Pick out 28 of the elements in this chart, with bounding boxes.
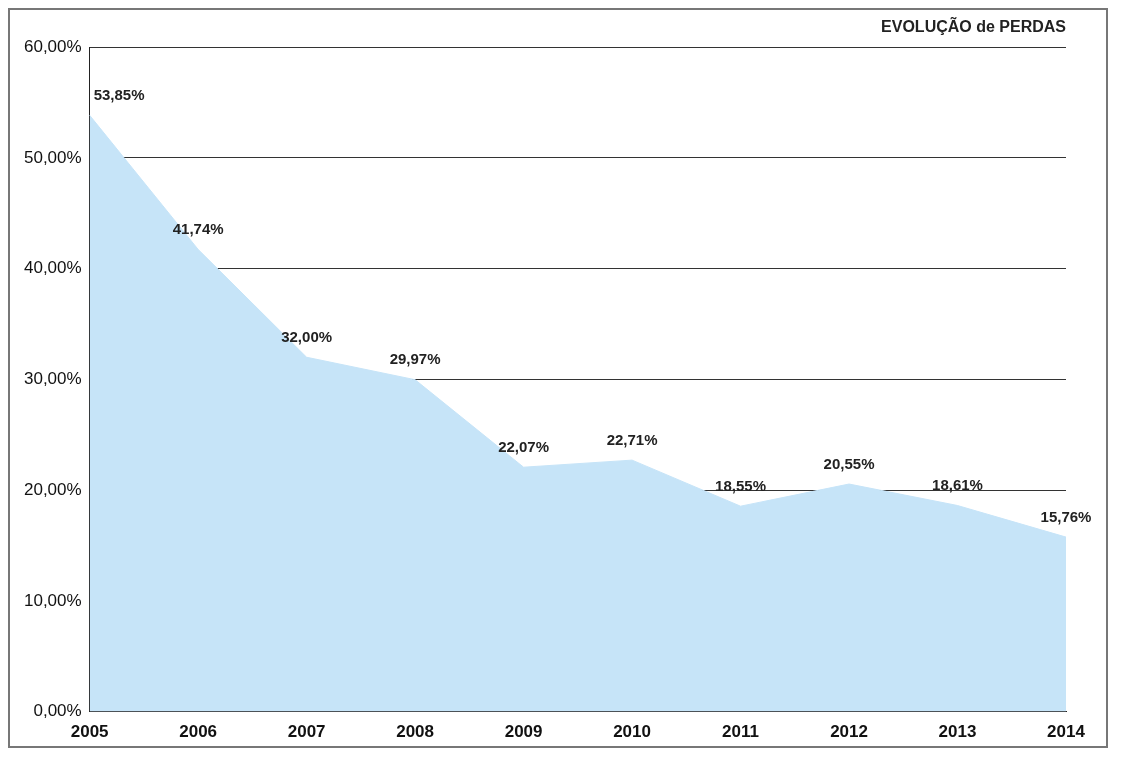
data-label: 29,97% [389,350,441,368]
x-tick-label: 2013 [938,722,977,742]
data-label: 15,76% [1040,507,1092,525]
y-tick-label: 30,00% [23,369,82,389]
chart-title: EVOLUÇÃO de PERDAS [881,16,1067,36]
data-label: 32,00% [281,327,333,345]
data-label: 18,61% [932,476,983,494]
y-tick-label: 50,00% [23,147,82,167]
x-tick-label: 2008 [396,722,435,742]
x-tick-label: 2006 [179,722,218,742]
data-label: 18,55% [715,476,766,494]
x-tick-label: 2005 [70,722,109,742]
x-tick-label: 2009 [504,722,543,742]
data-label: 41,74% [172,220,224,238]
y-tick-label: 20,00% [23,479,82,499]
y-tick-label: 40,00% [23,258,82,278]
x-tick-label: 2012 [830,722,868,742]
x-tick-label: 2010 [613,722,651,742]
y-tick-label: 60,00% [23,36,82,56]
x-tick-label: 2014 [1047,722,1086,742]
data-label: 20,55% [823,454,875,472]
y-tick-label: 0,00% [33,701,82,721]
data-label: 22,07% [498,437,550,455]
data-label: 22,71% [606,430,658,448]
x-tick-label: 2011 [722,722,759,742]
data-label: 53,85% [93,85,145,103]
y-tick-label: 10,00% [23,590,82,610]
x-tick-label: 2007 [287,722,326,742]
